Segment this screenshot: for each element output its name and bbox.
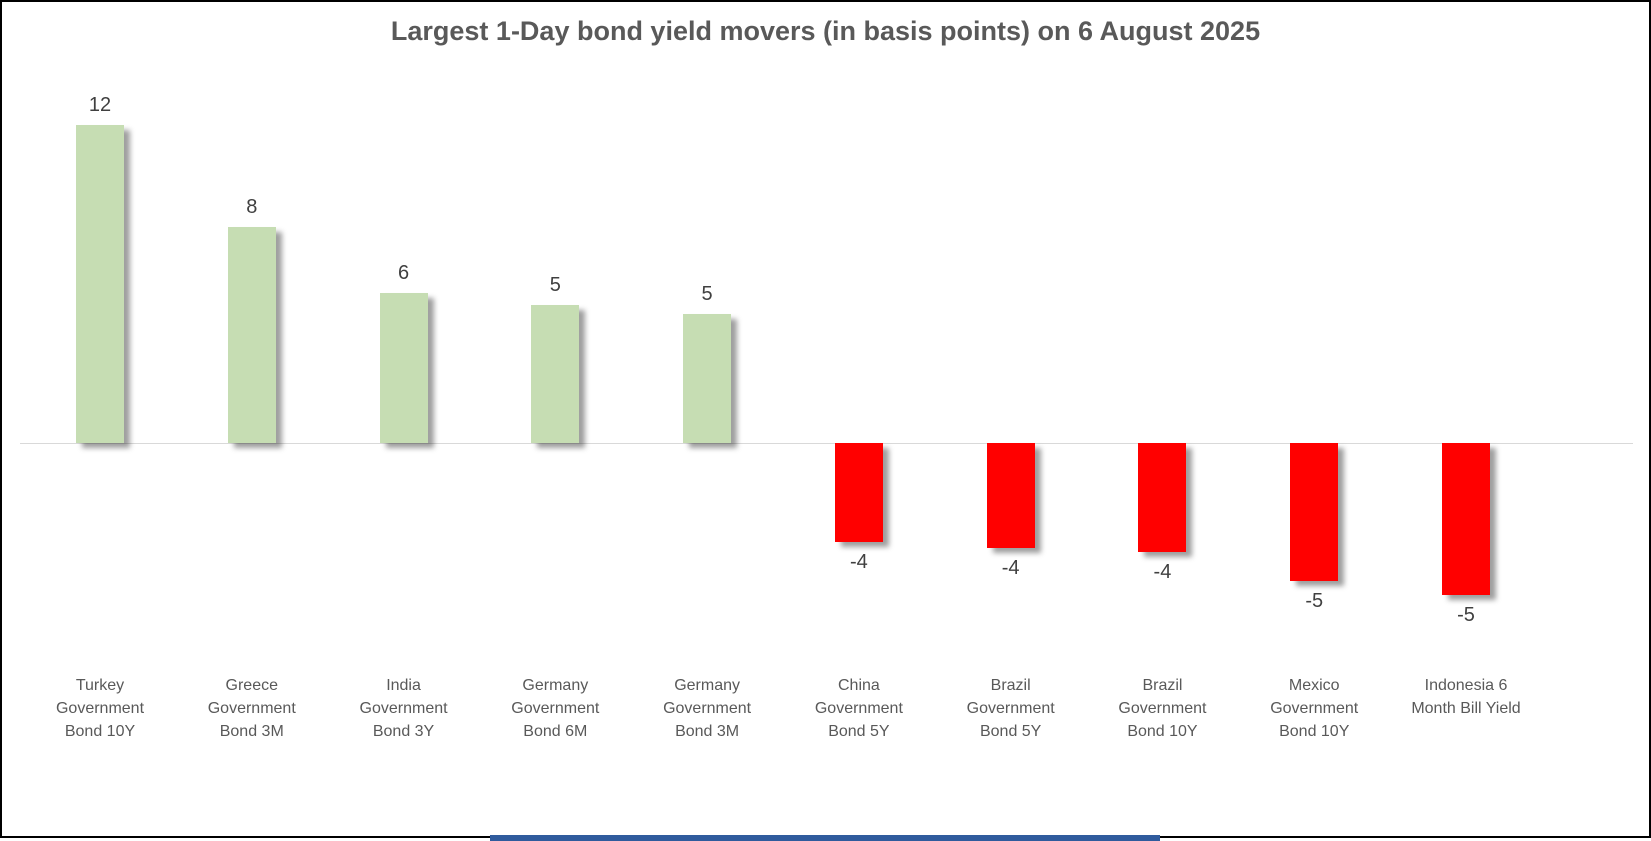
value-label: -5 [1305,590,1324,613]
category-label: Brazil Government Bond 10Y [1118,677,1207,740]
positive-bar-0 [76,125,124,443]
category-label: Indonesia 6 Month Bill Yield [1411,677,1521,717]
negative-bar-7 [1138,443,1187,552]
value-label: -4 [1001,556,1020,579]
horizontal-scrollbar-thumb[interactable] [490,835,1160,841]
category-label: Brazil Government Bond 5Y [966,677,1055,740]
positive-bar-2 [379,293,428,443]
value-label: 12 [88,94,112,116]
negative-bar-6 [986,443,1035,548]
negative-bar-5 [834,443,883,543]
value-label: -4 [1153,560,1172,583]
value-label: 5 [701,282,713,305]
category-label: Turkey Government Bond 10Y [55,677,145,740]
negative-bar-8 [1290,443,1339,582]
zero-axis-line [20,443,1633,444]
positive-bar-4 [683,313,732,443]
category-label: Germany Government Bond 6M [511,677,600,740]
value-label: 8 [246,196,258,219]
value-label: 5 [549,273,561,296]
category-label: Mexico Government Bond 10Y [1270,677,1359,740]
category-label: Greece Government Bond 3M [207,677,296,740]
positive-bar-3 [531,304,580,443]
value-label: 6 [397,262,410,284]
negative-bar-9 [1442,443,1491,596]
category-label: Germany Government Bond 3M [663,677,752,740]
value-label: -5 [1457,604,1475,627]
positive-bar-1 [227,227,276,443]
category-label: China Government Bond 5Y [814,677,903,740]
chart-title: Largest 1-Day bond yield movers (in basi… [390,16,1261,46]
category-label: India Government Bond 3Y [359,677,448,740]
value-label: -4 [849,551,868,574]
